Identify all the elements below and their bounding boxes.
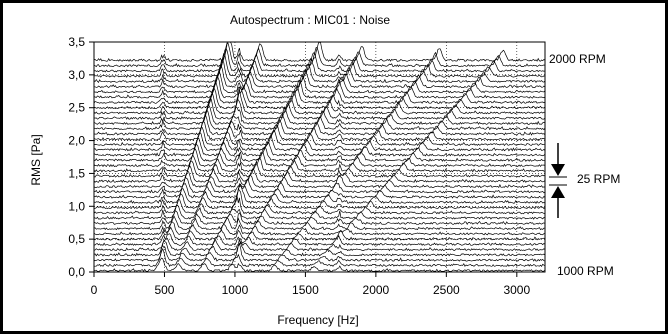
spectrum-trace [93, 221, 545, 236]
x-tick-label: 1500 [292, 283, 319, 297]
y-tick-label: 2,5 [68, 101, 85, 115]
spectrum-trace [93, 58, 546, 84]
spectrum-trace [93, 210, 546, 225]
step-arrows [549, 143, 567, 218]
spectrum-trace [93, 233, 546, 246]
spectrum-trace [93, 196, 546, 215]
spectrum-trace [93, 121, 546, 141]
spectrum-trace [93, 42, 546, 68]
x-tick-label: 1000 [222, 283, 249, 297]
spectrum-trace [93, 131, 546, 152]
spectrum-trace [93, 226, 546, 241]
chart-title: Autospectrum : MIC01 : Noise [230, 13, 390, 27]
spectrum-trace [94, 64, 546, 89]
top-rpm-label: 2000 RPM [549, 52, 606, 66]
spectrum-trace [93, 52, 546, 78]
bottom-rpm-label: 1000 RPM [557, 264, 614, 278]
y-axis-label: RMS [Pa] [29, 134, 43, 185]
y-tick-label: 0,0 [68, 265, 85, 279]
step-rpm-label: 25 RPM [577, 172, 620, 186]
spectrum-trace [94, 247, 546, 268]
spectrum-trace [93, 144, 546, 162]
spectrum-trace [93, 215, 546, 231]
spectrum-trace [93, 88, 546, 115]
spectrum-trace [93, 204, 546, 220]
spectrum-trace [93, 155, 546, 173]
spectrum-trace [93, 114, 546, 136]
y-tick-label: 1,5 [68, 166, 85, 180]
x-tick-label: 2500 [433, 283, 460, 297]
spectrum-trace [93, 87, 546, 110]
spectrum-trace [93, 257, 546, 273]
spectrum-trace [93, 47, 546, 73]
spectrum-trace [93, 183, 546, 205]
spectrum-trace [93, 242, 546, 262]
spectrum-trace [93, 97, 546, 120]
y-tick-label: 3,5 [68, 35, 85, 49]
plot-border [93, 41, 546, 273]
x-tick-label: 2000 [363, 283, 390, 297]
upper-arrowhead [551, 164, 565, 176]
y-tick-label: 0,5 [68, 232, 85, 246]
lower-arrowhead [551, 186, 565, 198]
y-ticks: 0,0 0,5 1,0 1,5 2,0 2,5 3,0 3,5 [68, 35, 94, 279]
spectrum-trace [93, 165, 546, 183]
spectrum-trace [93, 170, 546, 189]
y-tick-label: 2,0 [68, 134, 85, 148]
spectrum-trace [93, 237, 546, 252]
x-tick-label: 0 [91, 283, 98, 297]
spectrum-trace [94, 176, 546, 194]
spectrum-trace [93, 187, 546, 210]
spectrum-trace [93, 80, 546, 105]
spectrum-trace [93, 138, 546, 157]
traces [93, 41, 546, 273]
spectrum-trace [93, 41, 546, 62]
x-axis-label: Frequency [Hz] [277, 313, 358, 327]
spectrum-trace [93, 69, 546, 94]
x-tick-label: 3000 [503, 283, 530, 297]
y-tick-label: 1,0 [68, 199, 85, 213]
x-tick-label: 500 [154, 283, 174, 297]
x-ticks: 0 500 1000 1500 2000 2500 3000 [91, 272, 530, 297]
spectrum-trace [93, 148, 546, 168]
y-tick-label: 3,0 [68, 68, 85, 82]
spectrum-trace [93, 183, 546, 199]
spectrum-trace [93, 103, 546, 126]
spectrum-trace [93, 75, 546, 99]
spectrum-trace [93, 160, 546, 178]
spectrum-trace [93, 127, 546, 147]
spectrum-trace [93, 239, 546, 257]
